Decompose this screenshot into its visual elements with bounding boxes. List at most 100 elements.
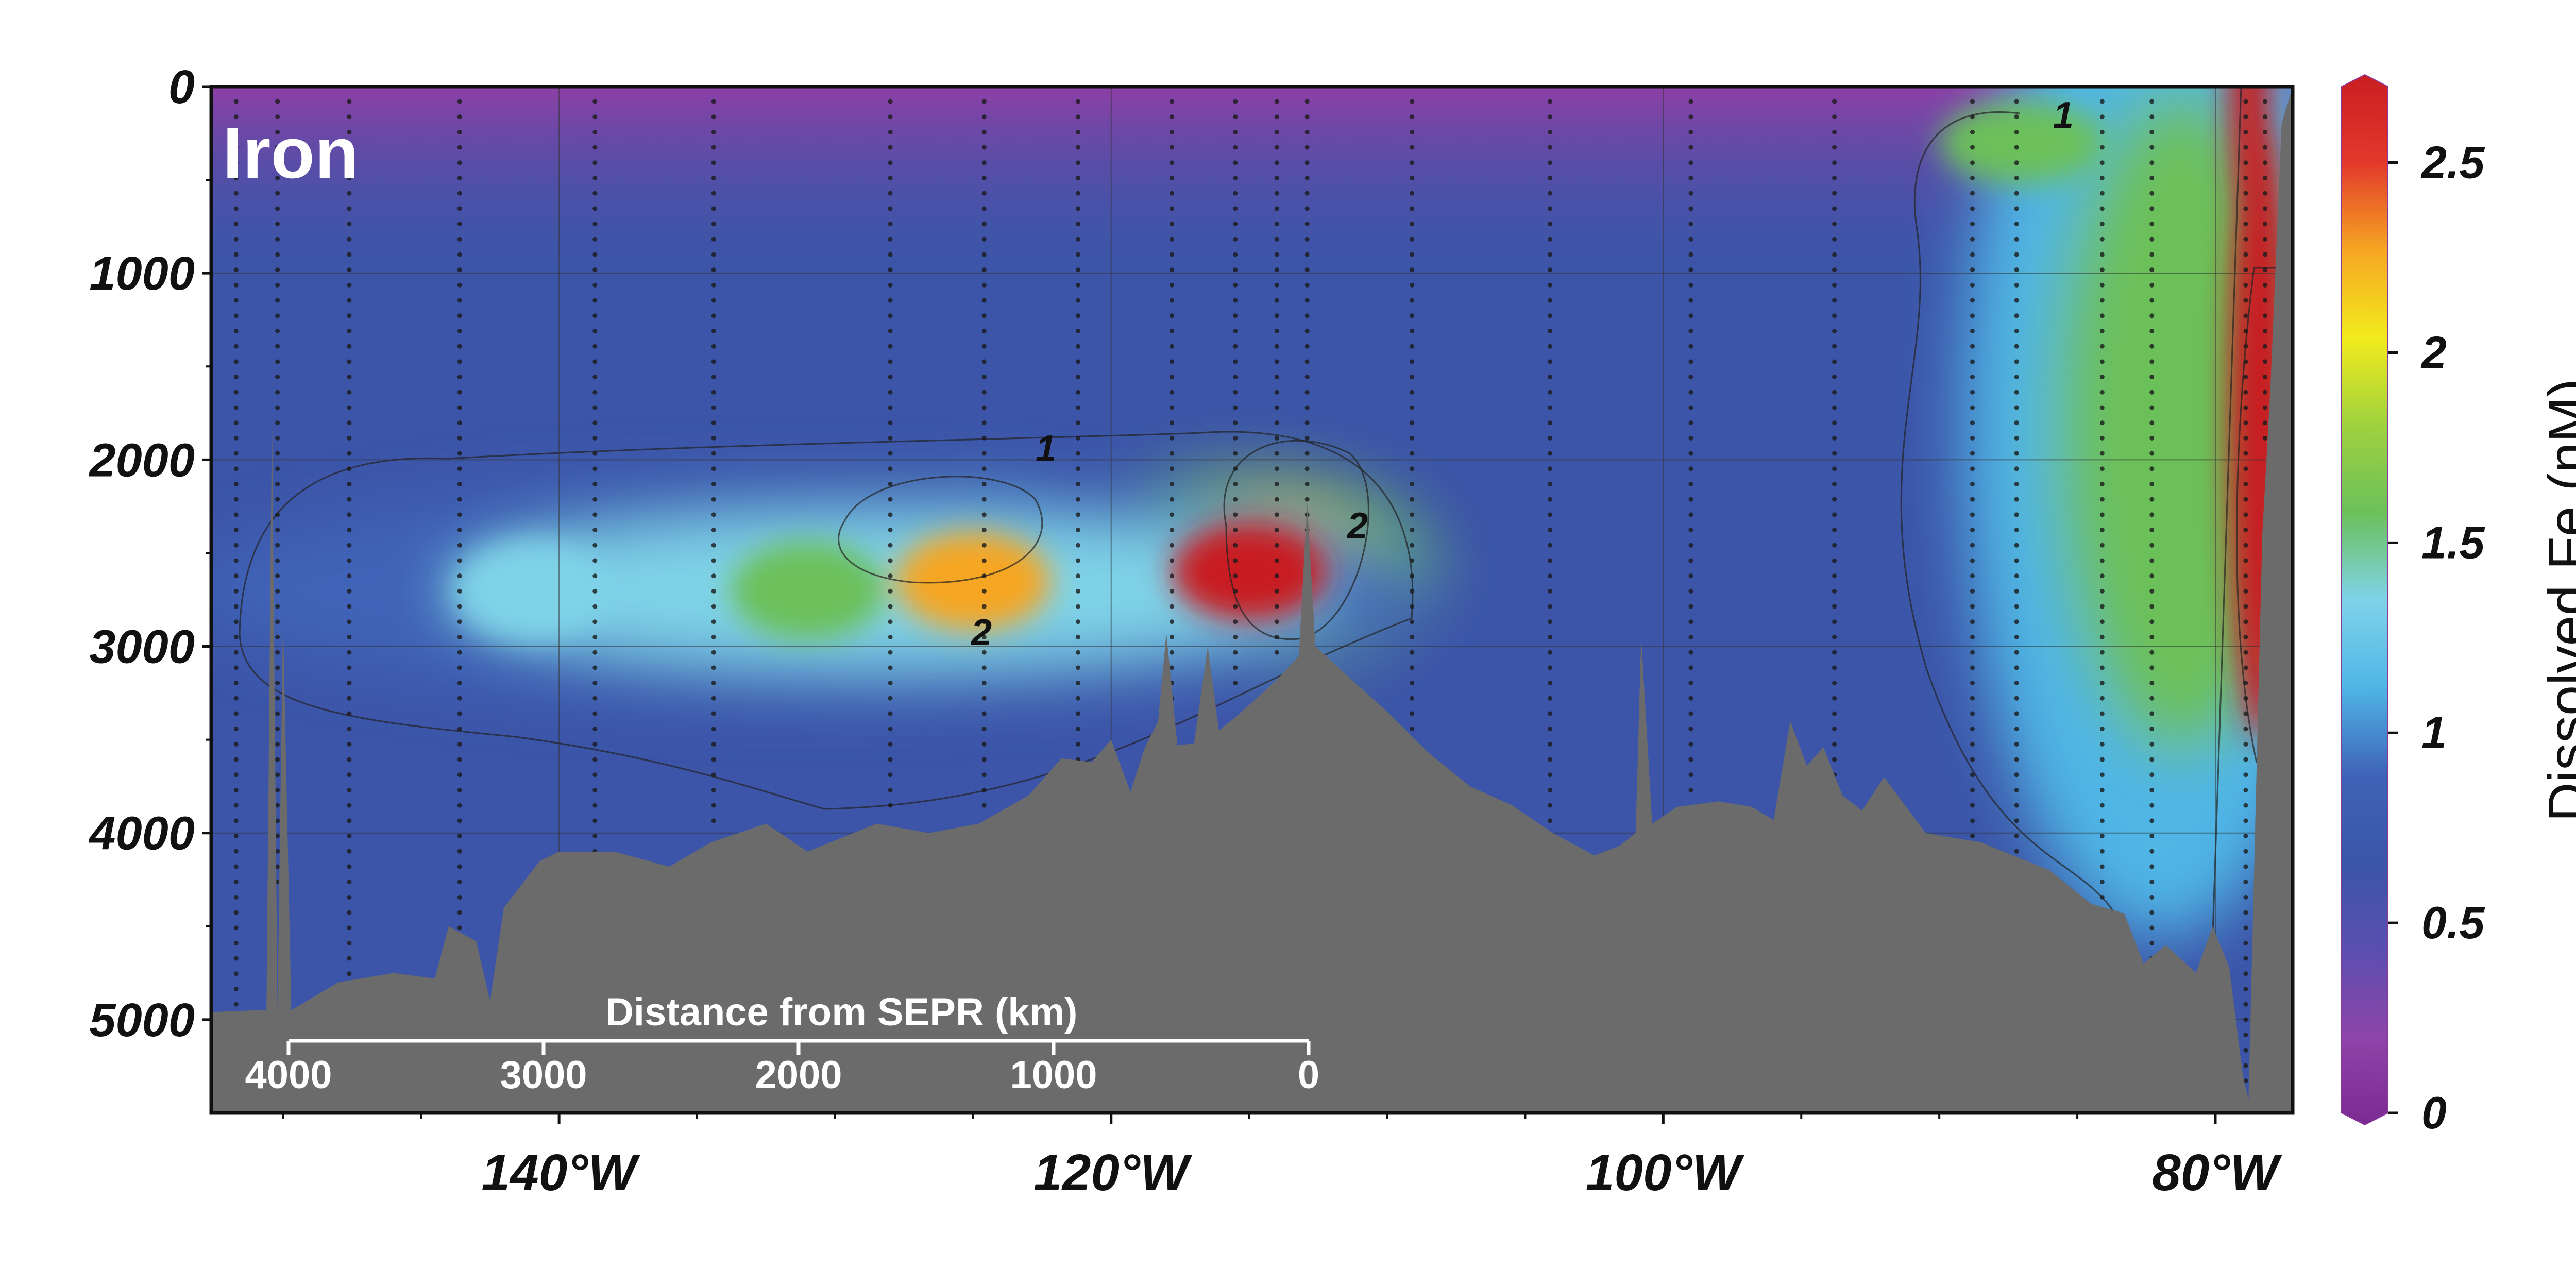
station-sample [347,160,352,165]
station-sample [981,252,987,257]
station-sample [1075,298,1080,303]
station-sample [1170,543,1175,548]
station-sample [888,206,893,211]
station-sample [2243,1063,2248,1068]
station-sample [2149,834,2155,839]
station-sample [347,741,352,747]
station-sample [1410,236,1415,242]
station-sample [1548,818,1553,823]
station-sample [592,267,598,273]
station-sample [711,145,716,150]
colorbar-tick-label: 2 [2420,327,2447,378]
station-sample [2099,191,2105,196]
station-sample [1170,129,1175,134]
station-sample [233,894,239,900]
station-sample [2243,619,2248,624]
station-sample [1304,481,1310,486]
station-sample [592,665,598,670]
station-sample [711,375,716,380]
contour-label-2-west: 2 [970,612,992,653]
station-sample [275,619,280,624]
station-sample [1075,344,1080,349]
station-sample [275,772,280,778]
contour-label-1-upper: 1 [2053,95,2074,136]
station-sample [1832,711,1837,716]
station-sample [592,145,598,150]
station-sample [1274,298,1279,303]
station-sample [592,420,598,426]
station-sample [2149,206,2155,211]
station-sample [2243,1017,2248,1022]
station-sample [1410,543,1415,548]
distance-tick-label: 4000 [245,1053,332,1097]
station-sample [888,497,893,502]
station-sample [233,206,239,211]
station-sample [1970,558,1975,563]
station-sample [1548,405,1553,410]
station-sample [2243,665,2248,670]
station-sample [1410,619,1415,624]
station-sample [233,772,239,778]
station-sample [2149,359,2155,364]
station-sample [457,267,462,273]
station-sample [1832,236,1837,242]
station-sample [711,650,716,655]
station-sample [233,1002,239,1007]
station-sample [711,727,716,732]
station-sample [1970,222,1975,227]
station-sample [1170,451,1175,456]
station-sample [1832,497,1837,502]
station-sample [2149,880,2155,885]
station-sample [2014,619,2019,624]
station-sample [1410,252,1415,257]
station-sample [275,298,280,303]
station-sample [457,222,462,227]
station-sample [1233,114,1238,120]
station-sample [1688,787,1693,792]
station-sample [888,604,893,609]
station-sample [1233,375,1238,380]
station-sample [711,481,716,486]
station-sample [2243,206,2248,211]
station-sample [347,849,352,854]
station-sample [2243,252,2248,257]
station-sample [1548,313,1553,318]
station-sample [275,818,280,823]
station-sample [1304,390,1310,395]
station-sample [347,634,352,639]
station-sample [2149,864,2155,869]
station-sample [1075,558,1080,563]
station-sample [347,925,352,931]
station-sample [457,711,462,716]
station-sample [1233,650,1238,655]
station-sample [981,405,987,410]
station-sample [981,114,987,120]
station-sample [275,313,280,318]
station-sample [233,757,239,762]
station-sample [1410,420,1415,426]
station-sample [233,451,239,456]
station-sample [347,956,352,961]
station-sample [1410,727,1415,732]
station-sample [981,634,987,639]
contour-label-2-east: 2 [1346,505,1368,547]
station-sample [1304,328,1310,333]
station-sample [457,298,462,303]
station-sample [1233,573,1238,579]
station-sample [888,236,893,242]
station-sample [592,328,598,333]
station-sample [1688,696,1693,701]
station-sample [981,803,987,808]
station-sample [1832,466,1837,471]
station-sample [2149,191,2155,196]
station-sample [233,236,239,242]
station-sample [2243,956,2248,961]
station-sample [2149,114,2155,120]
station-sample [457,650,462,655]
station-sample [1970,803,1975,808]
station-sample [233,160,239,165]
station-sample [2014,573,2019,579]
station-sample [1233,145,1238,150]
station-sample [1832,313,1837,318]
station-sample [1970,298,1975,303]
